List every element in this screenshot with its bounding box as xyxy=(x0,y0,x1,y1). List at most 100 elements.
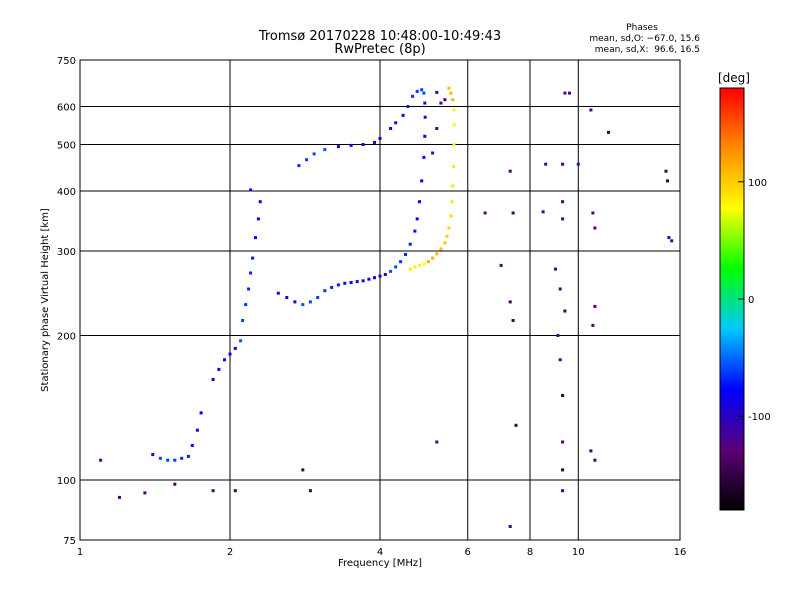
x-tick-label: 1 xyxy=(77,547,83,558)
data-point xyxy=(389,127,393,130)
data-point xyxy=(435,252,439,256)
data-point xyxy=(301,303,305,307)
data-point xyxy=(173,482,177,486)
chart-title: Tromsø 20170228 10:48:00-10:49:43 xyxy=(258,29,501,44)
data-point xyxy=(415,89,419,93)
data-point xyxy=(249,271,253,275)
x-tick-label: 16 xyxy=(674,547,687,558)
data-point xyxy=(422,91,426,95)
data-point xyxy=(664,169,668,173)
data-point xyxy=(373,276,376,280)
grid-lines xyxy=(80,60,680,540)
y-axis-label: Stationary phase Virtual Height [km] xyxy=(40,208,51,392)
data-point xyxy=(554,267,557,271)
y-tick-label: 400 xyxy=(57,187,76,198)
data-point xyxy=(285,296,289,299)
data-point xyxy=(670,239,674,243)
data-point xyxy=(568,91,571,95)
data-point xyxy=(556,334,560,337)
data-point xyxy=(217,367,221,371)
data-point xyxy=(355,280,359,284)
data-point xyxy=(593,304,597,308)
y-axis-ticks: 75 100 200 300 400 500 600 750 xyxy=(57,56,76,547)
data-point xyxy=(593,226,597,230)
data-point xyxy=(561,440,565,444)
data-point xyxy=(452,165,456,168)
data-point xyxy=(336,145,340,149)
data-point xyxy=(394,265,398,269)
data-point xyxy=(297,164,301,168)
data-point xyxy=(389,269,393,273)
data-point xyxy=(541,210,545,214)
data-point xyxy=(305,158,309,162)
data-point xyxy=(666,179,669,183)
x-tick-label: 6 xyxy=(465,547,471,558)
data-point xyxy=(415,217,419,221)
data-points xyxy=(99,86,674,528)
x-tick-label: 2 xyxy=(227,547,233,558)
y-tick-label: 75 xyxy=(63,536,76,547)
data-point xyxy=(383,273,387,276)
data-point xyxy=(511,319,515,322)
data-point xyxy=(223,358,226,362)
data-point xyxy=(361,143,365,146)
data-point xyxy=(158,456,162,460)
data-point xyxy=(452,108,456,112)
x-axis-ticks: 1 2 4 6 8 10 16 xyxy=(77,547,687,558)
y-tick-label: 500 xyxy=(57,141,76,152)
data-point xyxy=(118,495,121,499)
data-point xyxy=(451,98,455,102)
data-point xyxy=(293,300,297,304)
data-point xyxy=(426,260,430,264)
data-point xyxy=(483,211,487,215)
data-point xyxy=(99,458,103,462)
data-point xyxy=(199,411,203,415)
x-axis-label: Frequency [MHz] xyxy=(338,558,422,569)
data-point xyxy=(423,134,427,138)
data-point xyxy=(190,444,194,447)
data-point xyxy=(422,262,426,266)
data-point xyxy=(447,226,451,230)
data-point xyxy=(323,289,327,293)
data-point xyxy=(591,323,595,327)
x-tick-label: 4 xyxy=(377,547,383,558)
data-point xyxy=(423,101,427,105)
y-tick-label: 750 xyxy=(57,56,76,67)
data-point xyxy=(367,277,371,281)
data-point xyxy=(312,152,316,156)
data-point xyxy=(411,94,415,98)
data-point xyxy=(373,140,376,144)
data-point xyxy=(431,256,435,260)
data-point xyxy=(561,489,565,493)
data-point xyxy=(408,242,412,246)
data-point xyxy=(435,90,439,94)
data-point xyxy=(173,458,177,462)
data-point xyxy=(435,127,439,130)
data-point xyxy=(399,260,403,264)
data-point xyxy=(241,319,245,322)
data-point xyxy=(591,211,595,215)
data-point xyxy=(561,162,565,166)
data-point xyxy=(378,136,382,140)
data-point xyxy=(451,184,455,188)
stats-heading: Phases xyxy=(626,23,658,33)
data-point xyxy=(563,91,567,95)
data-point xyxy=(180,456,184,460)
data-point xyxy=(508,525,512,528)
data-point xyxy=(439,101,443,105)
data-point xyxy=(450,200,454,204)
data-point xyxy=(593,458,597,462)
chart-subtitle: RwPretec (8p) xyxy=(334,42,425,57)
colorbar-label: [deg] xyxy=(718,71,750,85)
data-point xyxy=(249,188,253,192)
colorbar-ticks: 100 0 -100 xyxy=(738,178,771,423)
data-point xyxy=(667,236,671,240)
data-point xyxy=(449,91,453,95)
data-point xyxy=(445,234,449,238)
data-point xyxy=(452,143,456,146)
data-point xyxy=(431,151,435,155)
data-point xyxy=(420,179,424,183)
x-tick-label: 8 xyxy=(527,547,533,558)
data-point xyxy=(349,281,353,284)
